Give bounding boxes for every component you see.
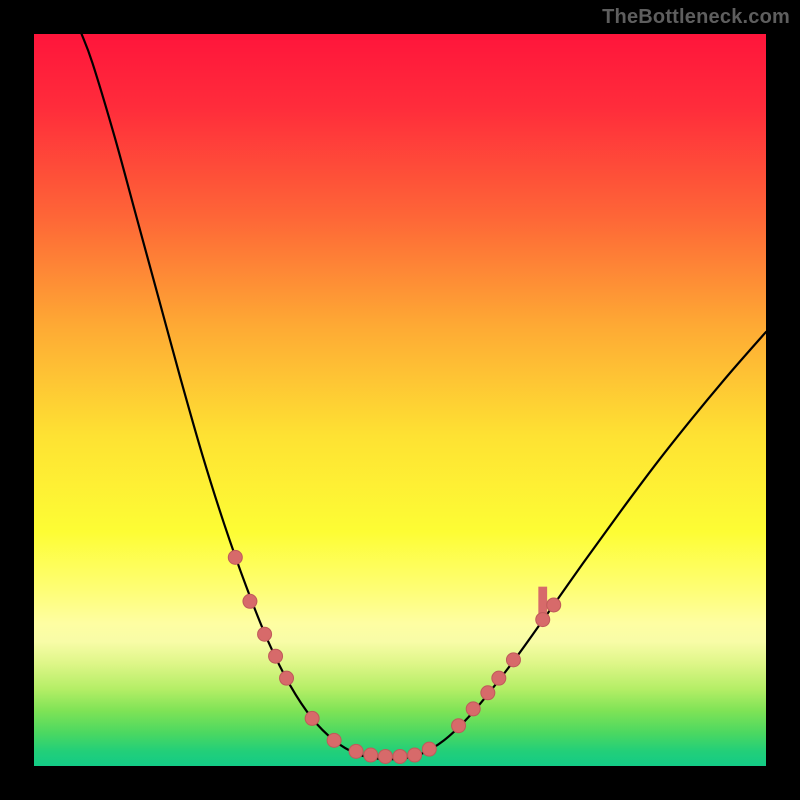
watermark-label: TheBottleneck.com [602, 6, 790, 29]
data-marker [243, 594, 257, 608]
data-marker [506, 653, 520, 667]
chart-frame: TheBottleneck.com [0, 0, 800, 800]
data-marker [228, 550, 242, 564]
bottleneck-curve-chart [34, 34, 766, 766]
data-marker [481, 686, 495, 700]
data-marker [536, 613, 550, 627]
data-marker [269, 649, 283, 663]
data-marker [258, 627, 272, 641]
gradient-background [34, 34, 766, 766]
data-marker [492, 671, 506, 685]
data-marker [327, 733, 341, 747]
data-marker [305, 711, 319, 725]
data-marker [393, 749, 407, 763]
plot-area [34, 34, 766, 766]
data-marker [466, 702, 480, 716]
data-marker [349, 744, 363, 758]
data-marker [378, 749, 392, 763]
data-marker [452, 719, 466, 733]
data-marker [364, 748, 378, 762]
data-marker [280, 671, 294, 685]
data-marker [422, 742, 436, 756]
data-marker [547, 598, 561, 612]
data-marker [408, 748, 422, 762]
